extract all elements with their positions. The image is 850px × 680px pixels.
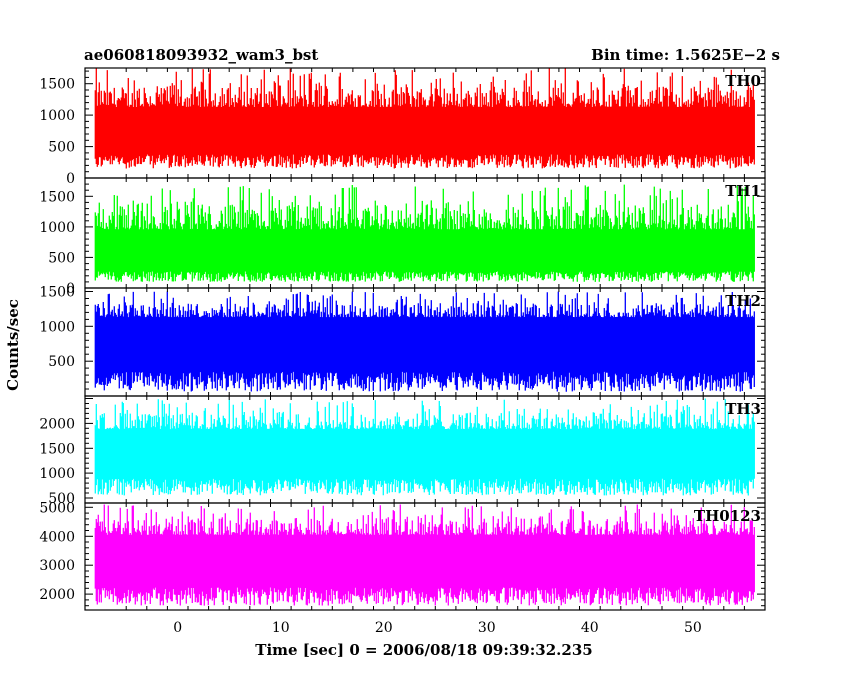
- y-tick-label: 500: [48, 140, 75, 156]
- y-tick-label: 0: [66, 171, 75, 187]
- y-tick-label: 1500: [39, 441, 75, 457]
- panel-frame: [84, 502, 766, 611]
- x-tick-label: 10: [272, 620, 290, 636]
- series-line-th3: [94, 398, 755, 496]
- y-tick-label: 1000: [39, 220, 75, 236]
- y-tick-label: 1000: [39, 108, 75, 124]
- y-tick-label: 2000: [39, 587, 75, 603]
- y-tick-label: 1500: [39, 285, 75, 301]
- chart-title-right: Bin time: 1.5625E−2 s: [591, 46, 780, 64]
- x-tick-label: 50: [684, 620, 702, 636]
- y-tick-label: 0: [66, 281, 75, 297]
- panel-th1: 0 500 1000 1500 TH1: [39, 177, 766, 297]
- y-tick-label: 1500: [39, 77, 75, 93]
- x-tick-label: 40: [581, 620, 599, 636]
- panel-name-th3: TH3: [725, 400, 761, 418]
- y-tick-label: 2000: [39, 416, 75, 432]
- y-tick-label: 4000: [39, 529, 75, 545]
- series-line-th2: [94, 291, 755, 392]
- y-tick-label: 500: [48, 491, 75, 507]
- y-tick-label: 3000: [39, 558, 75, 574]
- panel-th2: 500 1000 1500 TH2: [39, 285, 766, 397]
- y-tick-label: 500: [48, 354, 75, 370]
- panel-name-th0: TH0: [725, 72, 761, 90]
- x-tick-label: 30: [478, 620, 496, 636]
- series-line-th0123: [94, 504, 755, 606]
- x-tick-label: 20: [375, 620, 393, 636]
- series-line-th1: [94, 184, 755, 282]
- y-tick-label: 5000: [39, 500, 75, 516]
- panel-th0: 0 500 1000 1500 TH0: [39, 67, 766, 187]
- y-tick-label: 1000: [39, 319, 75, 335]
- x-tick-label: 0: [173, 620, 182, 636]
- y-tick-label: 1500: [39, 189, 75, 205]
- panel-name-th2: TH2: [725, 292, 761, 310]
- y-tick-label: 500: [48, 250, 75, 266]
- panel-name-th1: TH1: [725, 182, 761, 200]
- panel-th0123: 2000 3000 4000 5000 TH0123: [39, 500, 766, 611]
- panel-th3: 500 1000 1500 2000 TH3: [39, 395, 766, 507]
- x-axis-label: Time [sec] 0 = 2006/08/18 09:39:32.235: [255, 641, 592, 659]
- y-tick-label: 1000: [39, 466, 75, 482]
- chart-title-left: ae060818093932_wam3_bst: [84, 46, 318, 64]
- series-line-th0: [94, 68, 755, 169]
- y-axis-label: Counts/sec: [4, 299, 22, 391]
- panel-name-th0123: TH0123: [694, 507, 761, 525]
